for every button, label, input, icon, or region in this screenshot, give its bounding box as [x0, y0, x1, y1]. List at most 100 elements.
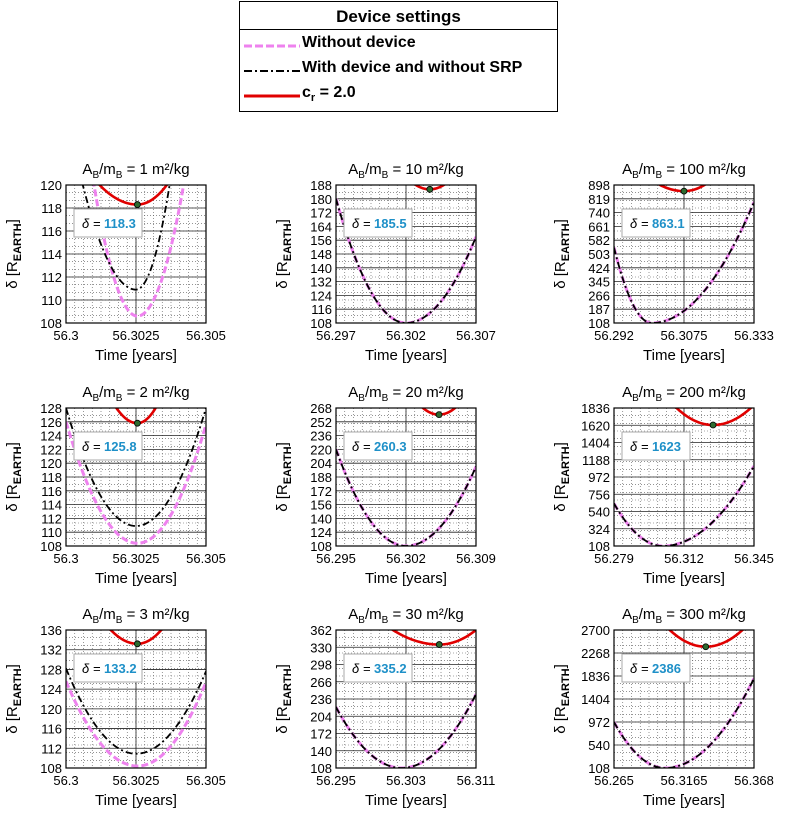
minimum-marker: [133, 201, 141, 208]
title-text: = 200 m²/kg: [662, 384, 746, 401]
y-tick-label: 140: [310, 261, 332, 276]
x-axis-label: Time [years]: [95, 347, 177, 364]
minimum-marker: [133, 419, 141, 427]
delta-symbol: δ =: [82, 661, 104, 676]
series-group: [336, 185, 476, 323]
y-tick-label: 819: [588, 192, 610, 207]
y-tick-label: 140: [310, 744, 332, 759]
axes-frame: [65, 629, 207, 769]
x-tick-label: 56.312: [664, 551, 704, 566]
title-text: /m: [365, 606, 382, 623]
y-axis-label: δ [REARTH]: [552, 442, 572, 512]
title-subscript: B: [358, 393, 365, 404]
y-tick-label: 110: [41, 525, 62, 540]
y-tick-label: 108: [40, 316, 62, 331]
series-line-2: [336, 449, 476, 546]
x-tick-label: 56.3: [53, 773, 78, 788]
title-text: A: [622, 606, 632, 623]
delta-value: 863.1: [652, 216, 685, 231]
delta-value: 133.2: [104, 661, 137, 676]
annotation-value: δ = 133.2: [82, 661, 137, 676]
y-tick-label: 108: [588, 539, 610, 554]
y-tick-label: 164: [310, 219, 332, 234]
title-text: /m: [365, 384, 382, 401]
y-axis-label: δ [REARTH]: [552, 219, 572, 289]
annotation-value: δ = 125.8: [82, 439, 137, 454]
y-tick-label: 120: [40, 178, 62, 193]
y-tick-label: 204: [310, 456, 332, 471]
x-tick-label: 56.345: [734, 551, 774, 566]
series-line-1: [92, 185, 186, 318]
annotation-box: [73, 208, 143, 238]
x-axis-label: Time [years]: [365, 347, 447, 364]
title-text: A: [348, 384, 358, 401]
title-text: = 1 m²/kg: [122, 161, 189, 178]
y-tick-label: 188: [310, 470, 332, 485]
y-tick-label: 132: [40, 643, 62, 658]
annotation-box: [621, 431, 691, 461]
y-tick-label: 116: [41, 722, 62, 737]
y-tick-label: 108: [40, 761, 62, 776]
y-axis-label: δ [REARTH]: [274, 219, 294, 289]
delta-symbol: δ =: [630, 661, 652, 676]
title-text: = 2 m²/kg: [122, 384, 189, 401]
y-tick-label: 2700: [581, 623, 610, 638]
title-text: /m: [639, 161, 656, 178]
y-tick-label: 114: [41, 247, 62, 262]
legend-label: With device and without SRP: [302, 59, 523, 76]
y-tick-label: 1404: [581, 692, 610, 707]
annotation-value: δ = 1623: [630, 439, 681, 454]
x-tick-label: 56.3025: [113, 328, 160, 343]
x-tick-label: 56.309: [456, 551, 496, 566]
title-subscript: B: [655, 393, 662, 404]
delta-symbol: δ =: [352, 439, 374, 454]
x-tick-label: 56.279: [594, 551, 634, 566]
y-tick-label: 112: [41, 511, 62, 526]
series-line-2: [66, 668, 206, 755]
y-tick-label: 108: [310, 316, 332, 331]
series-line-1: [66, 421, 206, 545]
y-tick-label: 180: [310, 192, 332, 207]
y-tick-label: 740: [588, 206, 610, 221]
minimum-marker: [702, 643, 710, 651]
x-axis-label: Time [years]: [643, 570, 725, 587]
annotation-box: [73, 653, 143, 683]
title-text: = 3 m²/kg: [122, 606, 189, 623]
ylabel-text: δ [R: [552, 261, 569, 289]
ylabel-text: δ [R: [274, 261, 291, 289]
ylabel-text: δ [R: [274, 706, 291, 734]
legend-box: Device settings Without device With devi…: [239, 1, 558, 112]
x-tick-label: 56.295: [316, 551, 356, 566]
x-tick-label: 56.297: [316, 328, 356, 343]
delta-value: 2386: [652, 661, 681, 676]
annotation-value: δ = 185.5: [352, 216, 407, 231]
delta-symbol: δ =: [82, 439, 104, 454]
y-tick-label: 187: [588, 302, 610, 317]
annotation-value: δ = 260.3: [352, 439, 407, 454]
subplot-6: 108 324 540 756 972 1188 1404 1620 1836 56.279 56.…: [552, 384, 774, 587]
axes-frame: [335, 629, 477, 769]
subplot-title: AB/mB = 30 m²/kg: [348, 606, 463, 626]
ylabel-subscript: EARTH: [560, 446, 572, 484]
title-text: A: [82, 384, 92, 401]
ylabel-subscript: EARTH: [560, 668, 572, 706]
x-axis-label: Time [years]: [365, 570, 447, 587]
title-subscript: B: [382, 393, 389, 404]
y-tick-label: 661: [588, 219, 610, 234]
y-tick-label: 112: [41, 270, 62, 285]
series-line-1: [66, 680, 206, 768]
minimum-marker: [435, 411, 443, 419]
y-tick-label: 108: [310, 539, 332, 554]
annotation-box: [343, 431, 413, 461]
title-text: /m: [99, 606, 116, 623]
y-tick-label: 345: [588, 275, 610, 290]
y-tick-label: 220: [310, 442, 332, 457]
x-tick-label: 56.3075: [661, 328, 708, 343]
series-group: [614, 630, 754, 768]
y-tick-label: 112: [41, 741, 62, 756]
y-tick-label: 120: [40, 456, 62, 471]
y-tick-label: 330: [310, 640, 332, 655]
